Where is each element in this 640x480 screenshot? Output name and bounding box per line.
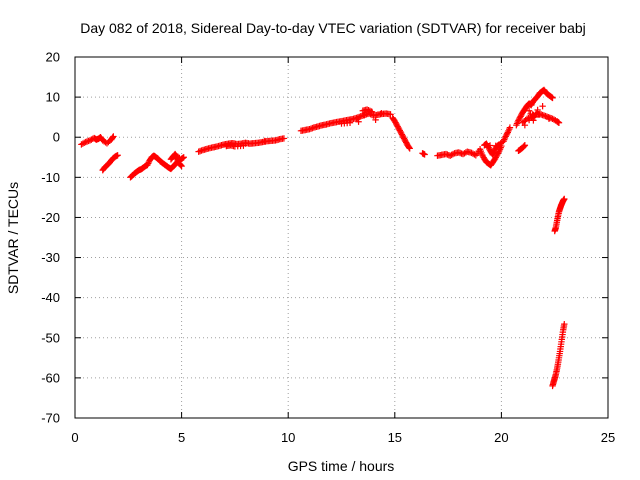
data-point [530, 111, 537, 119]
data-point [144, 160, 152, 167]
data-point [365, 107, 372, 114]
y-tick-label: -10 [41, 170, 60, 185]
data-point [506, 124, 514, 131]
data-point [355, 118, 362, 125]
data-point [114, 152, 121, 159]
data-point [366, 107, 374, 115]
data-point [363, 106, 371, 113]
data-point [280, 135, 288, 142]
data-point [527, 110, 534, 118]
data-point [378, 109, 385, 117]
data-point [387, 111, 394, 118]
data-point [368, 108, 375, 115]
y-tick-label: -40 [41, 290, 60, 305]
y-tick-label: 0 [53, 130, 60, 145]
data-point [534, 106, 541, 114]
data-point [109, 134, 116, 141]
data-points [78, 86, 568, 390]
data-point [503, 130, 511, 137]
data-point [471, 151, 478, 158]
data-point [173, 153, 180, 160]
data-point [361, 112, 368, 119]
y-tick-label: -50 [41, 330, 60, 345]
data-point [372, 116, 379, 124]
y-tick-label: 10 [46, 90, 60, 105]
data-point [144, 161, 151, 169]
x-axis-label: GPS time / hours [288, 458, 395, 474]
data-point [461, 150, 468, 157]
data-point [561, 195, 568, 203]
data-point [561, 320, 568, 328]
data-point [525, 116, 533, 124]
gridlines [75, 57, 608, 418]
x-tick-label: 10 [281, 430, 295, 445]
y-axis-label: SDTVAR / TECUs [5, 182, 21, 294]
data-point [406, 145, 413, 152]
y-tick-label: -20 [41, 210, 60, 225]
axis-ticks [74, 56, 609, 419]
y-tick-label: -70 [41, 411, 60, 426]
y-tick-label: 20 [46, 50, 60, 65]
data-point [535, 111, 543, 118]
x-tick-label: 25 [601, 430, 615, 445]
data-point [549, 94, 556, 102]
y-tick-label: -60 [41, 370, 60, 385]
data-point [539, 103, 546, 110]
data-point [449, 150, 457, 158]
data-point [545, 115, 553, 122]
data-point [338, 120, 345, 127]
data-point [178, 162, 185, 170]
data-point [421, 151, 428, 158]
x-tick-label: 5 [178, 430, 185, 445]
y-tick-label: -30 [41, 250, 60, 265]
data-point [261, 137, 268, 145]
data-point [520, 142, 528, 150]
x-tick-label: 20 [494, 430, 508, 445]
x-tick-label: 15 [388, 430, 402, 445]
data-point [555, 119, 563, 126]
tick-labels: 0 5 10 15 20 25 20 10 0 -10 -20 -30 -40 -50 -60 -70 [41, 50, 615, 446]
x-tick-label: 0 [71, 430, 78, 445]
data-point [180, 154, 187, 161]
data-point [521, 121, 529, 129]
data-point [110, 133, 117, 140]
data-point [405, 144, 413, 151]
data-point [521, 142, 529, 149]
data-point [177, 162, 185, 169]
chart-title: Day 082 of 2018, Sidereal Day-to-day VTE… [80, 20, 586, 36]
data-point [240, 142, 247, 149]
data-point [495, 148, 502, 156]
plot-frame [74, 56, 609, 419]
data-point [525, 107, 533, 114]
data-point [81, 139, 88, 147]
